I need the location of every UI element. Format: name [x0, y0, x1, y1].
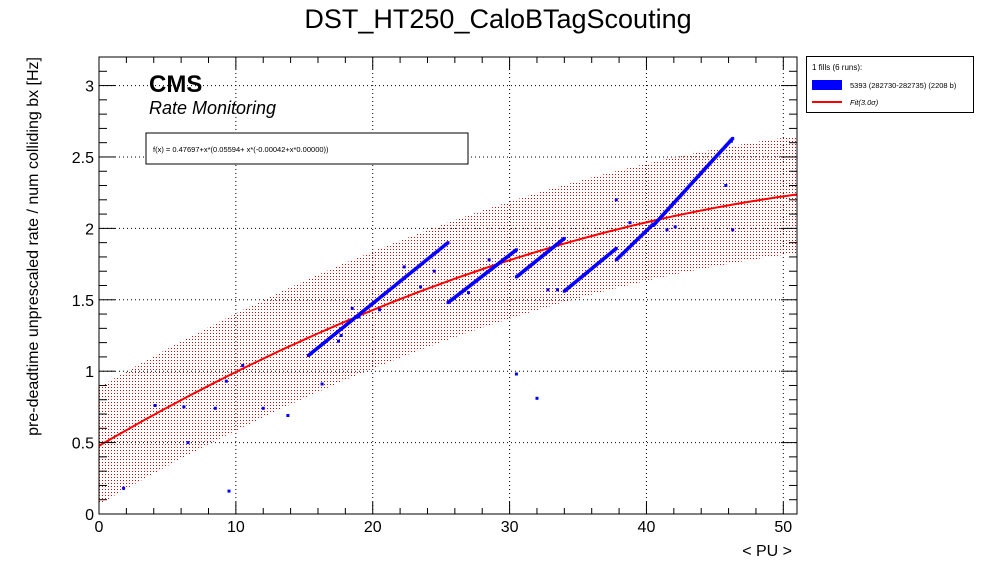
data-point — [153, 404, 157, 407]
legend-header: 1 fills (6 runs): — [812, 63, 863, 72]
data-point — [665, 228, 669, 232]
x-tick-label: 0 — [95, 519, 104, 536]
legend-entry-fit: Fit(3.0σ) — [812, 96, 878, 108]
data-point — [213, 406, 217, 410]
x-axis-label: < PU > — [742, 543, 792, 560]
data-point — [628, 221, 632, 225]
y-tick-label: 2.5 — [72, 150, 94, 167]
data-point — [446, 241, 450, 245]
legend-entry-fill: 5393 (282730-282735) (2208 b) — [812, 79, 956, 91]
legend-fill-swatch — [812, 80, 842, 90]
data-point — [320, 382, 324, 386]
data-point — [514, 248, 518, 252]
data-point — [514, 372, 518, 376]
y-tick-label: 1.5 — [72, 293, 94, 310]
data-point — [432, 269, 436, 273]
data-point — [562, 236, 566, 240]
data-point — [186, 441, 190, 445]
data-point — [535, 396, 539, 400]
x-tick-label: 30 — [501, 519, 519, 536]
x-tick-label: 20 — [364, 519, 382, 536]
data-point — [614, 246, 618, 250]
data-point — [731, 136, 735, 140]
y-tick-label: 2 — [85, 221, 94, 238]
data-point — [227, 489, 231, 493]
data-point — [339, 334, 343, 337]
y-tick-label: 0 — [85, 507, 94, 524]
data-point — [337, 339, 340, 343]
legend-fit-label: Fit(3.0σ) — [850, 97, 879, 107]
y-tick-label: 1 — [85, 364, 94, 381]
legend: 1 fills (6 runs): 5393 (282730-282735) (… — [806, 56, 974, 113]
y-tick-label: 3 — [85, 79, 94, 96]
x-tick-label: 10 — [227, 519, 245, 536]
data-point — [402, 265, 406, 269]
data-point — [614, 198, 618, 202]
data-point — [357, 315, 361, 319]
tick-labels-layer: 0 10 20 30 40 50 0 0.5 1 1.5 2 2.5 3 — [72, 79, 793, 536]
cms-sublabel: Rate Monitoring — [149, 98, 276, 118]
legend-fit-swatch — [812, 101, 842, 103]
data-point — [241, 364, 245, 367]
data-point — [261, 406, 265, 410]
fit-formula-text: f(x) = 0.47697+x*(0.05594+ x*(-0.00042+x… — [153, 145, 329, 154]
data-point — [224, 379, 228, 383]
fit-curve — [98, 193, 798, 447]
y-axis-label: pre-deadtime unprescaled rate / num coll… — [25, 57, 42, 436]
fit-formula-box — [145, 132, 469, 165]
data-point — [556, 288, 559, 292]
data-point — [122, 486, 126, 490]
data-points-layer — [122, 136, 735, 493]
cms-label: CMS — [149, 71, 202, 98]
y-tick-label: 0.5 — [72, 436, 94, 453]
data-point — [467, 291, 470, 295]
data-point — [729, 139, 733, 143]
x-tick-label: 40 — [638, 519, 656, 536]
data-point — [378, 308, 382, 312]
chart-title: DST_HT250_CaloBTagScouting — [304, 4, 692, 34]
ticks-layer — [98, 56, 797, 515]
data-point — [419, 285, 423, 289]
data-point — [673, 225, 677, 229]
fit-band-layer — [99, 135, 797, 505]
data-point — [487, 258, 491, 262]
x-tick-label: 50 — [774, 519, 792, 536]
data-point — [724, 184, 728, 187]
fit-curve-layer — [98, 193, 798, 447]
data-point — [182, 405, 186, 409]
data-point — [286, 414, 290, 417]
fit-uncertainty-band — [99, 135, 797, 505]
legend-fill-label: 5393 (282730-282735) (2208 b) — [850, 80, 957, 90]
data-point — [546, 288, 550, 292]
data-point — [350, 306, 354, 310]
data-point — [731, 228, 735, 232]
